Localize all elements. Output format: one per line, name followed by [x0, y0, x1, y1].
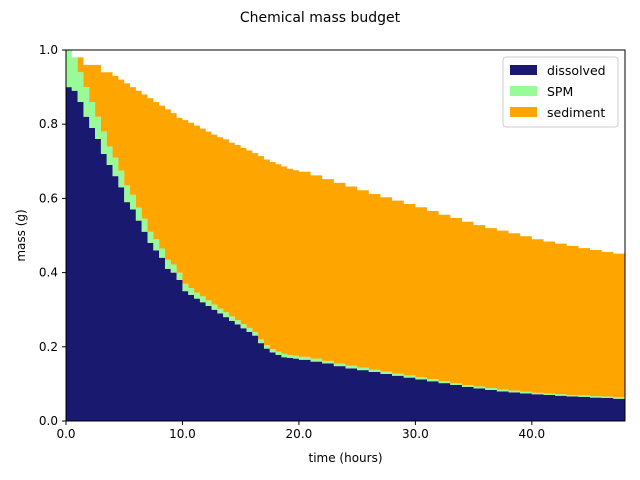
y-axis-label: mass (g): [14, 209, 28, 261]
y-tick-label: 0.4: [39, 266, 58, 280]
legend-label-sediment: sediment: [547, 105, 605, 120]
y-tick-label: 0.8: [39, 117, 58, 131]
legend-label-spm: SPM: [547, 84, 573, 99]
y-tick-label: 0.2: [39, 340, 58, 354]
y-tick-label: 1.0: [39, 43, 58, 57]
legend-swatch-sediment: [510, 107, 537, 117]
legend: dissolved SPM sediment: [502, 56, 619, 128]
legend-swatch-spm: [510, 86, 537, 96]
y-tick-label: 0.0: [39, 414, 58, 428]
x-tick-label: 30.0: [402, 427, 429, 441]
area-series-sediment: [66, 50, 625, 398]
chart-title: Chemical mass budget: [240, 10, 401, 26]
plot-area: [66, 50, 625, 421]
x-tick-label: 20.0: [286, 427, 313, 441]
y-tick-label: 0.6: [39, 191, 58, 205]
area-series-dissolved: [66, 87, 625, 421]
y-axis-ticks: 0.0 0.2 0.4 0.6 0.8 1.0: [39, 43, 66, 428]
legend-swatch-dissolved: [510, 65, 537, 75]
x-tick-label: 40.0: [518, 427, 545, 441]
x-tick-label: 0.0: [56, 427, 75, 441]
legend-label-dissolved: dissolved: [547, 63, 606, 78]
x-tick-label: 10.0: [169, 427, 196, 441]
x-axis-ticks: 0.0 10.0 20.0 30.0 40.0: [56, 421, 545, 441]
x-axis-label: time (hours): [308, 451, 382, 465]
plot-frame: [65, 49, 626, 422]
